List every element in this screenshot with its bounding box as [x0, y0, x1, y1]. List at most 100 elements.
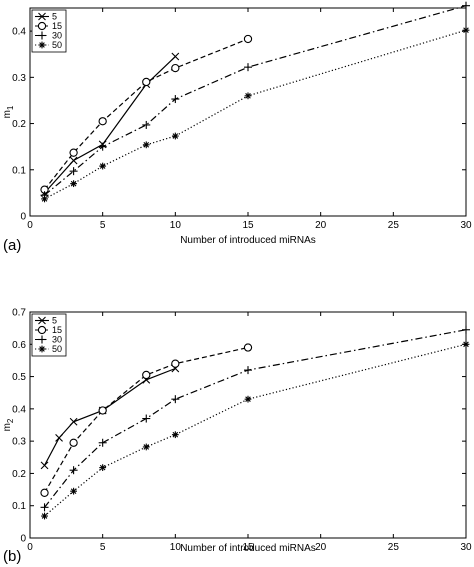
legend-label-30: 30 [52, 335, 62, 345]
data-point-15 [243, 34, 253, 44]
series-5 [40, 52, 180, 197]
series-50 [41, 26, 470, 203]
y-tick-label: 0.3 [12, 437, 26, 448]
panel-label: (b) [3, 548, 21, 565]
data-point-50 [41, 195, 48, 203]
x-axis-label: Number of introduced miRNAs [180, 543, 316, 554]
data-point-15 [243, 343, 253, 352]
x-tick-label: 5 [100, 220, 106, 231]
data-point-30 [98, 142, 107, 151]
legend-label-15: 15 [52, 21, 62, 31]
series-15 [40, 34, 253, 194]
data-point-50 [70, 180, 77, 188]
legend-marker-30 [38, 335, 46, 344]
data-point-15 [171, 63, 180, 73]
data-point-50 [171, 431, 179, 439]
series-30 [40, 325, 470, 512]
legend-label-50: 50 [52, 344, 62, 354]
data-point-5 [40, 461, 49, 470]
y-axis-label-subscript: 2 [6, 418, 15, 423]
panel-label: (a) [3, 237, 21, 254]
y-tick-label: 0 [20, 212, 26, 223]
legend-label-5: 5 [52, 12, 57, 22]
y-axis-label: m2 [2, 418, 15, 431]
y-tick-label: 0.4 [12, 404, 26, 415]
series-line-30 [44, 329, 467, 508]
series-30 [40, 1, 470, 200]
x-tick-label: 20 [315, 220, 327, 231]
y-axis-label-subscript: 1 [6, 105, 15, 110]
data-point-50 [41, 512, 48, 520]
data-point-30 [462, 1, 470, 10]
y-tick-label: 0.4 [12, 27, 26, 38]
legend-label-5: 5 [52, 316, 57, 326]
y-tick-label: 0.6 [12, 340, 26, 351]
series-line-50 [44, 343, 467, 517]
y-tick-label: 0.1 [12, 165, 26, 176]
x-tick-label: 20 [315, 542, 327, 553]
data-point-30 [171, 395, 180, 404]
series-line-15 [44, 346, 249, 494]
data-point-15 [69, 438, 78, 447]
data-point-50 [99, 162, 107, 170]
data-point-5 [69, 156, 78, 165]
legend-label-30: 30 [52, 31, 62, 41]
data-point-50 [99, 464, 107, 472]
series-line-30 [44, 5, 467, 196]
data-point-30 [40, 503, 49, 512]
x-axis-label: Number of introduced miRNAs [180, 235, 316, 246]
series-50 [41, 340, 470, 520]
series-5 [40, 364, 180, 470]
series-line-5 [44, 56, 176, 194]
series-15 [40, 343, 253, 497]
legend-label-50: 50 [52, 40, 62, 50]
y-tick-label: 0.1 [12, 501, 26, 512]
data-point-5 [171, 52, 180, 61]
y-tick-label: 0.3 [12, 73, 26, 84]
x-tick-label: 30 [460, 542, 472, 553]
x-tick-label: 25 [388, 542, 400, 553]
data-point-50 [462, 340, 470, 348]
data-point-50 [70, 487, 77, 495]
legend-marker-15 [37, 21, 47, 31]
x-tick-label: 0 [27, 542, 33, 553]
data-point-15 [171, 359, 180, 368]
data-point-15 [98, 406, 107, 415]
data-point-30 [244, 366, 252, 375]
data-point-50 [244, 92, 252, 100]
legend-marker-15 [37, 325, 47, 335]
data-point-30 [244, 63, 252, 72]
data-point-50 [142, 443, 150, 451]
data-point-15 [142, 370, 151, 380]
y-tick-label: 0.5 [12, 372, 26, 383]
legend-marker-5 [38, 12, 46, 21]
data-point-15 [69, 148, 78, 157]
data-point-30 [98, 438, 107, 447]
data-point-15 [40, 488, 49, 497]
legend-label-15: 15 [52, 325, 62, 335]
data-point-50 [462, 26, 470, 34]
data-point-50 [244, 395, 252, 403]
y-tick-label: 0.2 [12, 119, 26, 130]
y-axis-label-main: m [2, 423, 13, 431]
data-point-15 [142, 77, 151, 87]
data-point-50 [171, 132, 179, 140]
data-point-30 [142, 414, 151, 423]
data-point-30 [69, 167, 78, 176]
x-tick-label: 15 [242, 220, 254, 231]
y-tick-label: 0 [20, 534, 26, 545]
series-line-5 [43, 367, 176, 466]
data-point-50 [142, 141, 150, 149]
x-tick-label: 25 [388, 220, 400, 231]
panel-b: 0 5 10 15 20 25 3000.10.20.30.40.50.60.7Number… [2, 308, 472, 566]
legend-marker-5 [38, 316, 46, 325]
data-point-30 [69, 466, 78, 475]
x-tick-label: 30 [460, 220, 472, 231]
series-line-15 [44, 38, 249, 191]
y-tick-label: 0.7 [12, 308, 26, 319]
legend-marker-50 [38, 41, 46, 49]
